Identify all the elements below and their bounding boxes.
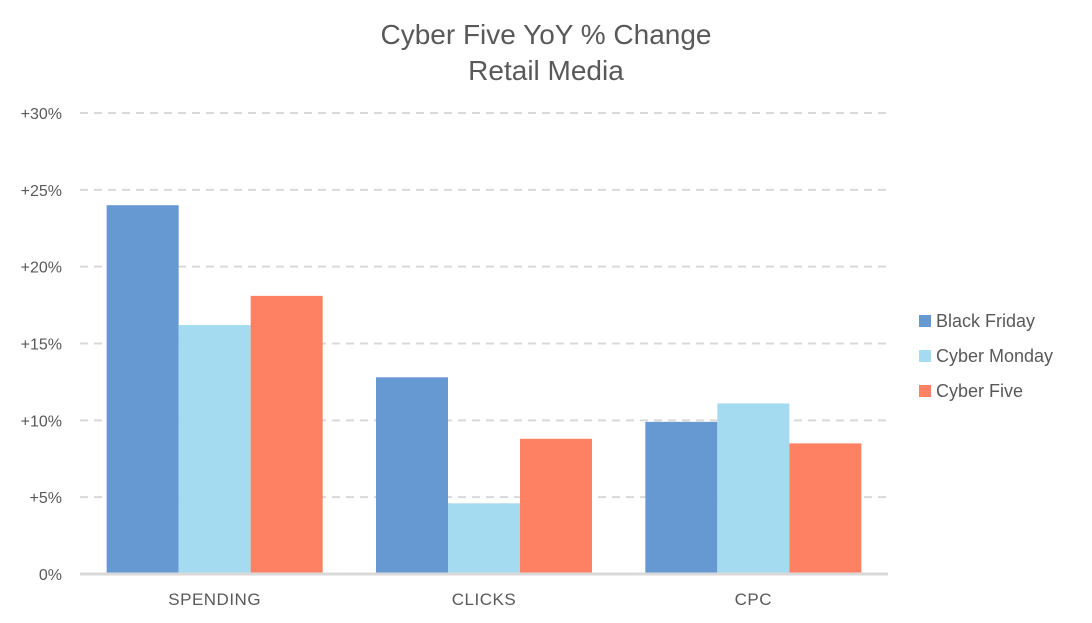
legend-label: Cyber Five: [936, 381, 1023, 401]
bar-black-friday-cpc: [645, 421, 718, 574]
y-tick-label: +20%: [21, 260, 62, 277]
y-tick-label: +10%: [21, 413, 62, 430]
legend-label: Black Friday: [936, 311, 1035, 331]
y-axis: 0% +5% +10% +15% +20% +25% +30%: [21, 106, 62, 584]
x-tick-label: CLICKS: [452, 590, 516, 609]
y-tick-label: +30%: [21, 106, 62, 123]
bar-cyber-monday-clicks: [448, 503, 520, 574]
chart-title: Cyber Five YoY % Change: [380, 19, 711, 50]
bar-cyber-five-clicks: [520, 438, 592, 574]
x-tick-label: CPC: [735, 590, 772, 609]
y-tick-label: +25%: [21, 183, 62, 200]
plot-area: [106, 205, 862, 574]
legend: Black Friday Cyber Monday Cyber Five: [919, 311, 1053, 401]
chart-subtitle: Retail Media: [468, 55, 624, 86]
legend-swatch: [919, 385, 931, 397]
x-axis: SPENDING CLICKS CPC: [168, 590, 772, 609]
y-tick-label: +5%: [30, 490, 62, 507]
legend-swatch: [919, 350, 931, 362]
bar-cyber-five-cpc: [789, 443, 862, 574]
y-tick-label: 0%: [39, 567, 62, 584]
bar-cyber-monday-spending: [178, 325, 251, 574]
bar-cyber-five-spending: [250, 295, 323, 574]
bar-black-friday-spending: [106, 205, 179, 574]
legend-swatch: [919, 315, 931, 327]
legend-label: Cyber Monday: [936, 346, 1053, 366]
y-tick-label: +15%: [21, 337, 62, 354]
bar-black-friday-clicks: [376, 377, 448, 574]
bar-cyber-monday-cpc: [717, 403, 790, 574]
x-tick-label: SPENDING: [168, 590, 261, 609]
